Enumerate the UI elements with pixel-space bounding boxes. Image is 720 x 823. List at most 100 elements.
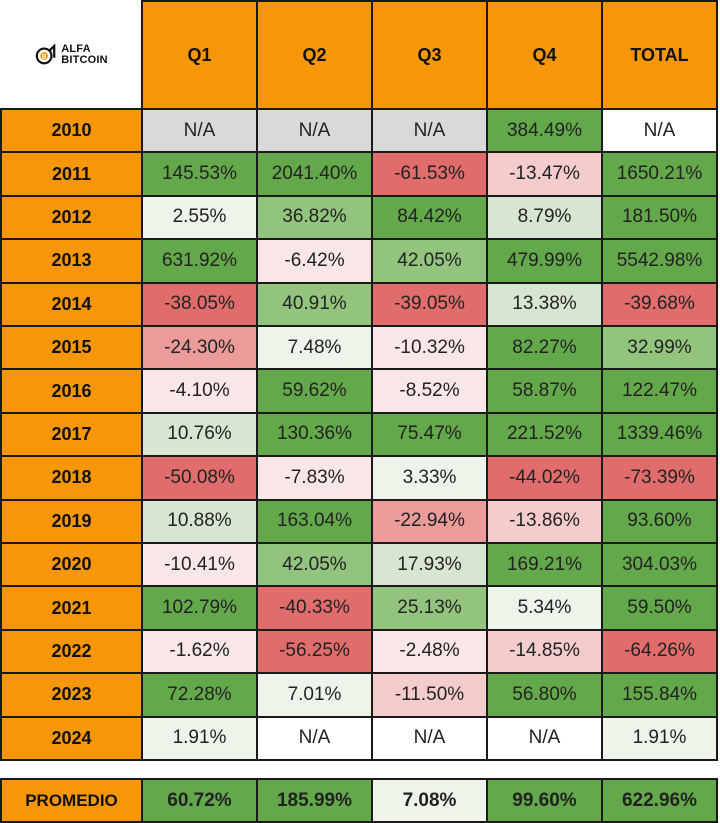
year-cell: 2016 [0, 368, 143, 414]
value-cell-q4: 479.99% [486, 238, 603, 284]
year-cell: 2024 [0, 715, 143, 761]
year-cell: 2021 [0, 585, 143, 631]
year-cell: 2011 [0, 151, 143, 197]
value-cell-q1: 2.55% [141, 194, 258, 241]
average-q1: 60.72% [141, 778, 258, 823]
value-cell-q2: 163.04% [256, 498, 373, 544]
table-row: 2014 -38.05% 40.91% -39.05% 13.38% -39.68% [0, 281, 720, 327]
value-cell-q2: 7.01% [256, 672, 373, 718]
average-q4: 99.60% [486, 778, 603, 823]
value-cell-q4: -44.02% [486, 455, 603, 501]
table-row: 2020 -10.41% 42.05% 17.93% 169.21% 304.03% [0, 542, 720, 588]
average-q2: 185.99% [256, 778, 373, 823]
value-cell-q3: 84.42% [371, 194, 488, 241]
value-cell-q3: -10.32% [371, 325, 488, 371]
value-cell-q2: -6.42% [256, 238, 373, 284]
header-q2: Q2 [256, 0, 373, 110]
year-cell: 2015 [0, 325, 143, 371]
header-row: B ALFA BITCOIN Q1 Q2 Q3 Q4 TOTAL [0, 0, 720, 110]
value-cell-total: 181.50% [601, 194, 718, 241]
value-cell-q4: 5.34% [486, 585, 603, 631]
value-cell-total: 32.99% [601, 325, 718, 371]
value-cell-q3: 17.93% [371, 542, 488, 588]
alfa-bitcoin-logo: B ALFA BITCOIN [35, 44, 108, 66]
value-cell-total: 1339.46% [601, 411, 718, 458]
average-row: PROMEDIO 60.72% 185.99% 7.08% 99.60% 622… [0, 778, 720, 823]
value-cell-total: 304.03% [601, 542, 718, 588]
header-total: TOTAL [601, 0, 718, 110]
value-cell-q4: 221.52% [486, 411, 603, 458]
value-cell-q2: 2041.40% [256, 151, 373, 197]
average-total: 622.96% [601, 778, 718, 823]
value-cell-q3: -61.53% [371, 151, 488, 197]
value-cell-total: 1650.21% [601, 151, 718, 197]
value-cell-q2: -56.25% [256, 628, 373, 675]
value-cell-total: -39.68% [601, 281, 718, 327]
logo-cell: B ALFA BITCOIN [0, 0, 143, 110]
value-cell-q2: 36.82% [256, 194, 373, 241]
value-cell-q2: 59.62% [256, 368, 373, 414]
value-cell-total: -73.39% [601, 455, 718, 501]
value-cell-q3: N/A [371, 715, 488, 761]
table-row: 2012 2.55% 36.82% 84.42% 8.79% 181.50% [0, 194, 720, 241]
value-cell-q4: -14.85% [486, 628, 603, 675]
value-cell-total: 59.50% [601, 585, 718, 631]
value-cell-q1: 102.79% [141, 585, 258, 631]
table-row: 2022 -1.62% -56.25% -2.48% -14.85% -64.26% [0, 628, 720, 675]
alfa-bitcoin-logo-icon: B [35, 44, 56, 65]
table-row: 2010 N/A N/A N/A 384.49% N/A [0, 108, 720, 154]
value-cell-q1: 1.91% [141, 715, 258, 761]
value-cell-q1: -10.41% [141, 542, 258, 588]
value-cell-q4: 13.38% [486, 281, 603, 327]
value-cell-q3: 75.47% [371, 411, 488, 458]
table-row: 2017 10.76% 130.36% 75.47% 221.52% 1339.46% [0, 411, 720, 458]
value-cell-q1: -4.10% [141, 368, 258, 414]
average-q3: 7.08% [371, 778, 488, 823]
value-cell-total: 93.60% [601, 498, 718, 544]
value-cell-q2: N/A [256, 715, 373, 761]
value-cell-q2: 42.05% [256, 542, 373, 588]
value-cell-q2: 7.48% [256, 325, 373, 371]
value-cell-q2: -40.33% [256, 585, 373, 631]
value-cell-q4: N/A [486, 715, 603, 761]
value-cell-q1: -1.62% [141, 628, 258, 675]
value-cell-q4: 82.27% [486, 325, 603, 371]
value-cell-q1: 631.92% [141, 238, 258, 284]
value-cell-q1: -50.08% [141, 455, 258, 501]
year-cell: 2017 [0, 411, 143, 458]
value-cell-total: -64.26% [601, 628, 718, 675]
table-row: 2015 -24.30% 7.48% -10.32% 82.27% 32.99% [0, 325, 720, 371]
value-cell-q1: -24.30% [141, 325, 258, 371]
table-row: 2021 102.79% -40.33% 25.13% 5.34% 59.50% [0, 585, 720, 631]
value-cell-q4: 8.79% [486, 194, 603, 241]
value-cell-q1: N/A [141, 108, 258, 154]
value-cell-q1: 145.53% [141, 151, 258, 197]
logo-text: ALFA BITCOIN [61, 44, 108, 66]
value-cell-q3: -11.50% [371, 672, 488, 718]
value-cell-q1: 10.88% [141, 498, 258, 544]
value-cell-q3: 42.05% [371, 238, 488, 284]
value-cell-total: 5542.98% [601, 238, 718, 284]
year-cell: 2012 [0, 194, 143, 241]
value-cell-q2: 130.36% [256, 411, 373, 458]
year-cell: 2010 [0, 108, 143, 154]
table-row: 2016 -4.10% 59.62% -8.52% 58.87% 122.47% [0, 368, 720, 414]
value-cell-q3: 25.13% [371, 585, 488, 631]
value-cell-q4: -13.86% [486, 498, 603, 544]
table-row: 2023 72.28% 7.01% -11.50% 56.80% 155.84% [0, 672, 720, 718]
value-cell-q4: -13.47% [486, 151, 603, 197]
value-cell-q3: -39.05% [371, 281, 488, 327]
year-cell: 2018 [0, 455, 143, 501]
table-row: 2011 145.53% 2041.40% -61.53% -13.47% 1650.21… [0, 151, 720, 197]
value-cell-q2: 40.91% [256, 281, 373, 327]
value-cell-total: N/A [601, 108, 718, 154]
value-cell-q1: 10.76% [141, 411, 258, 458]
value-cell-q3: -2.48% [371, 628, 488, 675]
table-row: 2013 631.92% -6.42% 42.05% 479.99% 5542.98% [0, 238, 720, 284]
value-cell-q4: 169.21% [486, 542, 603, 588]
year-cell: 2023 [0, 672, 143, 718]
value-cell-q4: 58.87% [486, 368, 603, 414]
value-cell-q4: 384.49% [486, 108, 603, 154]
average-label: PROMEDIO [0, 778, 143, 823]
